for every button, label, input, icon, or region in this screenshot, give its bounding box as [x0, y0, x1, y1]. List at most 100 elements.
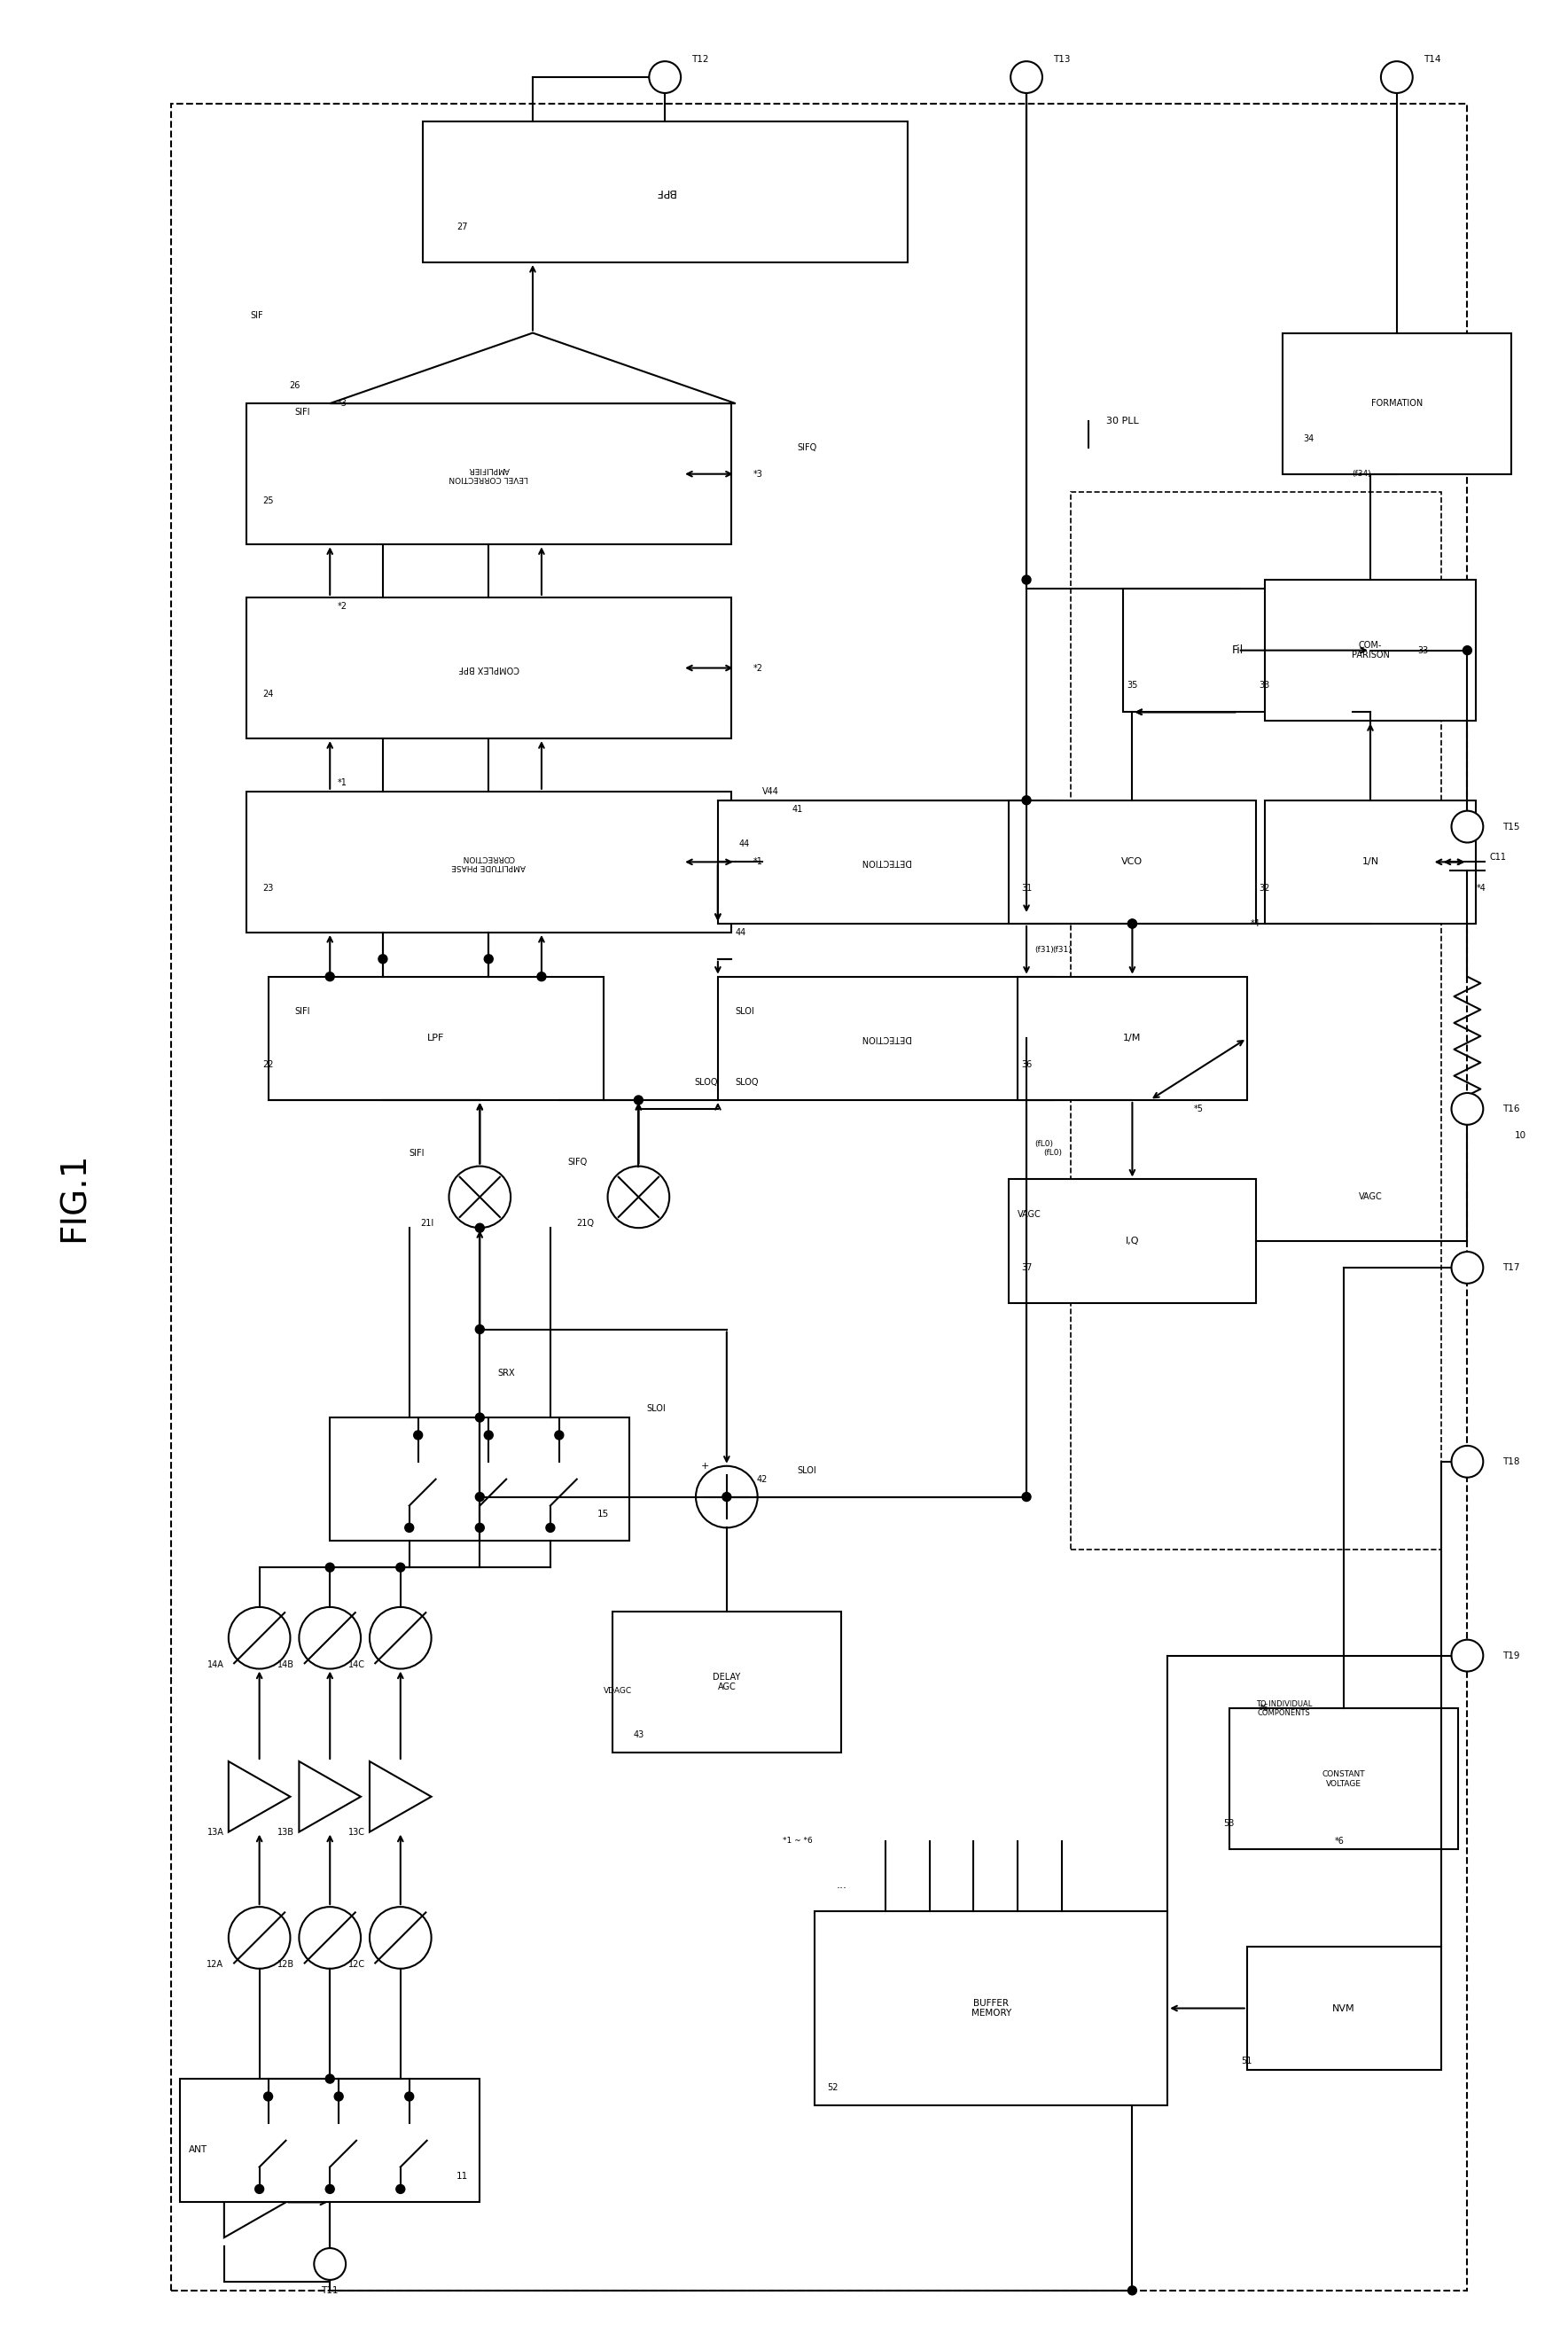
Text: 34: 34 [1303, 435, 1314, 444]
Circle shape [1011, 61, 1043, 94]
Text: 1/M: 1/M [1123, 1034, 1142, 1043]
Bar [268, 978, 604, 1100]
Circle shape [397, 2186, 405, 2193]
Bar [1018, 978, 1247, 1100]
Circle shape [608, 1166, 670, 1229]
Text: LPF: LPF [426, 1034, 444, 1043]
Text: T19: T19 [1502, 1652, 1519, 1659]
Text: 52: 52 [826, 2082, 837, 2092]
Circle shape [414, 1431, 422, 1441]
Text: DETECTION: DETECTION [861, 1034, 911, 1043]
Bar [246, 404, 731, 545]
Text: BUFFER
MEMORY: BUFFER MEMORY [971, 2000, 1011, 2019]
Circle shape [1381, 61, 1413, 94]
Circle shape [1022, 1492, 1030, 1502]
Text: SLOQ: SLOQ [735, 1079, 759, 1086]
Circle shape [326, 2075, 334, 2082]
Text: SIF: SIF [251, 310, 263, 320]
Text: T14: T14 [1424, 54, 1441, 63]
Text: SRX: SRX [497, 1370, 514, 1377]
Polygon shape [229, 1762, 290, 1833]
Text: 51: 51 [1242, 2056, 1253, 2066]
Text: 23: 23 [263, 884, 274, 893]
Circle shape [378, 954, 387, 963]
Text: 43: 43 [633, 1730, 644, 1739]
Text: C11: C11 [1490, 853, 1507, 862]
Bar [171, 103, 1468, 2291]
Text: 31: 31 [1021, 884, 1032, 893]
Circle shape [1022, 797, 1030, 804]
Text: V44: V44 [762, 787, 779, 797]
Circle shape [229, 1607, 290, 1668]
Circle shape [475, 1412, 485, 1422]
Circle shape [555, 1431, 563, 1441]
Text: (f31): (f31) [1035, 947, 1054, 954]
Text: (f34): (f34) [1352, 470, 1370, 477]
Circle shape [723, 1492, 731, 1502]
Text: T12: T12 [691, 54, 709, 63]
Bar [1008, 801, 1256, 924]
Text: +: + [701, 1462, 709, 1471]
Text: *4: *4 [1251, 919, 1261, 928]
Text: *1: *1 [339, 778, 348, 787]
Text: FIG.1: FIG.1 [58, 1152, 91, 1243]
Bar [422, 122, 908, 263]
Bar [718, 801, 1054, 924]
Text: COMPLEX BPF: COMPLEX BPF [458, 663, 519, 672]
Circle shape [475, 1224, 485, 1231]
Text: *6: *6 [1259, 1704, 1270, 1713]
Text: AMPLITUDE PHASE
CORRECTION: AMPLITUDE PHASE CORRECTION [452, 853, 525, 870]
Circle shape [370, 1607, 431, 1668]
Bar [180, 2080, 480, 2202]
Bar [718, 978, 1054, 1100]
Text: SIFI: SIFI [295, 409, 310, 416]
Circle shape [1452, 1253, 1483, 1283]
Circle shape [475, 1325, 485, 1335]
Circle shape [405, 1523, 414, 1532]
Text: SLOQ: SLOQ [695, 1079, 718, 1086]
Text: T13: T13 [1054, 54, 1071, 63]
Text: COM-
PARISON: COM- PARISON [1352, 642, 1389, 660]
Text: *1: *1 [753, 858, 762, 867]
Text: *3: *3 [753, 470, 762, 479]
Text: 22: 22 [263, 1060, 274, 1069]
Circle shape [405, 2092, 414, 2101]
Text: FORMATION: FORMATION [1370, 400, 1422, 409]
Text: 13C: 13C [348, 1828, 365, 1835]
Text: LEVEL CORRECTION
AMPLIFIER: LEVEL CORRECTION AMPLIFIER [448, 465, 528, 482]
Text: Fil: Fil [1232, 644, 1243, 656]
Text: T17: T17 [1502, 1264, 1519, 1271]
Circle shape [370, 1906, 431, 1969]
Text: ...: ... [836, 1880, 847, 1892]
Circle shape [263, 2092, 273, 2101]
Polygon shape [329, 334, 735, 404]
Text: 24: 24 [263, 691, 274, 698]
Text: NVM: NVM [1333, 2005, 1355, 2012]
Polygon shape [370, 1762, 431, 1833]
Bar [246, 597, 731, 738]
Text: *3: *3 [339, 400, 348, 409]
Text: BPF: BPF [655, 186, 676, 197]
Text: 44: 44 [739, 839, 750, 848]
Bar [1283, 334, 1512, 475]
Circle shape [1452, 1640, 1483, 1671]
Bar [1123, 588, 1353, 712]
Circle shape [1463, 646, 1472, 656]
Circle shape [1452, 1093, 1483, 1126]
Text: 35: 35 [1127, 682, 1138, 691]
Text: TO INDIVIDUAL
COMPONENTS: TO INDIVIDUAL COMPONENTS [1256, 1699, 1312, 1718]
Text: VAGC: VAGC [1018, 1210, 1041, 1220]
Text: 15: 15 [597, 1511, 608, 1518]
Polygon shape [224, 2167, 285, 2237]
Text: 12B: 12B [278, 1960, 295, 1969]
Circle shape [546, 1523, 555, 1532]
Text: VDAGC: VDAGC [604, 1687, 632, 1694]
Text: SIFQ: SIFQ [797, 444, 817, 451]
Text: (fL0): (fL0) [1044, 1149, 1062, 1156]
Text: *5: *5 [1193, 1104, 1204, 1114]
Text: 12A: 12A [207, 1960, 224, 1969]
Text: 11: 11 [456, 2171, 469, 2181]
Circle shape [299, 1607, 361, 1668]
Text: SIFQ: SIFQ [568, 1156, 588, 1166]
Text: SIFI: SIFI [295, 1008, 310, 1015]
